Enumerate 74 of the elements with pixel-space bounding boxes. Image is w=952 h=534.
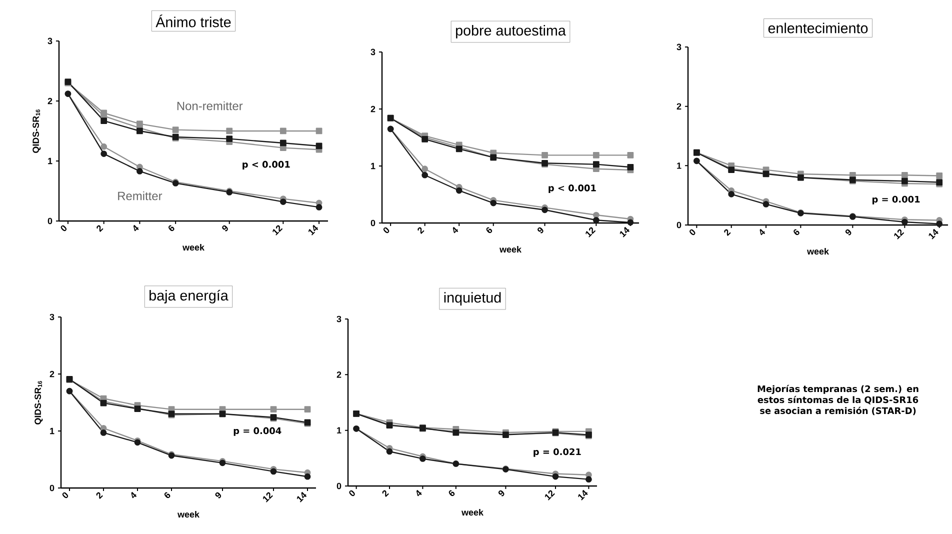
x-tick-label: 2 [96,225,104,232]
x-axis-title: week [462,508,484,516]
y-tick-label: 2 [48,98,52,104]
text: Mejorías tempranas (2 sem.) en estos síntomas de la QIDS-SR16 se asocian a remisión (STAR-D) [758,384,918,416]
y-axis-title: QIDS-SR$_{16}$ [32,109,41,153]
y-tick-label: 3 [676,44,682,50]
chart-title: baja energía [150,290,228,304]
x-axis-title: week [500,246,522,253]
x-tick-label: 9 [215,492,222,498]
annotation: p = 0.021 [534,448,581,457]
x-tick-label: 14 [578,490,588,500]
x-tick-label: 14 [296,492,307,502]
x-tick-label: 6 [164,492,170,498]
x-tick-label: 0 [60,225,67,232]
x-tick-label: 9 [538,227,544,234]
x-tick-label: 0 [62,492,68,498]
x-tick-label: 4 [131,492,137,498]
y-tick-label: 3 [336,316,342,322]
x-tick-label: 12 [894,229,904,240]
x-tick-label: 2 [724,229,731,236]
y-axis-title: QIDS-SR$_{16}$ [34,380,43,424]
x-tick-label: 9 [845,229,852,236]
x-tick-label: 6 [794,229,800,236]
y-tick-label: 2 [676,103,682,110]
chart-title: inquietud [444,292,501,306]
x-tick-label: 12 [262,492,273,502]
annotation: Remitter [118,191,162,200]
y-tick-label: 1 [48,158,52,164]
y-tick-label: 1 [50,428,54,434]
x-tick-label: 0 [690,229,696,236]
x-axis-title: week [807,248,829,255]
x-axis-title: week [178,510,200,518]
x-tick-label: 4 [133,224,139,232]
y-tick-label: 0 [370,220,376,226]
x-tick-label: 2 [96,492,103,499]
x-tick-label: 14 [308,224,318,236]
chart-title: enlentecimiento [768,22,868,34]
x-tick-label: 14 [620,226,630,238]
chart-title: pobre autoestima [456,25,566,38]
x-tick-label: 4 [452,226,458,234]
annotation: Non-remitter [177,101,243,110]
x-tick-label: 4 [760,228,766,236]
y-tick-label: 3 [50,314,54,320]
annotation: p = 0.001 [872,196,920,204]
x-tick-label: 6 [486,227,492,234]
x-tick-label: 4 [416,490,422,496]
annotation: p = 0.004 [234,427,282,436]
x-tick-label: 12 [586,227,596,238]
y-tick-label: 0 [50,484,54,492]
x-tick-label: 6 [168,225,174,232]
y-tick-label: 0 [48,218,52,224]
x-tick-label: 2 [418,227,424,234]
y-tick-label: 0 [336,482,342,490]
y-tick-label: 3 [370,48,376,56]
y-tick-label: 1 [371,162,376,170]
x-tick-label: 14 [928,228,938,240]
annotation: p < 0.001 [242,160,290,170]
x-tick-label: 6 [448,490,455,496]
x-tick-label: 12 [272,225,283,236]
y-tick-label: 2 [370,106,376,112]
x-tick-label: 12 [544,490,555,500]
chart-title: Ánimo triste [156,14,231,28]
y-tick-label: 1 [337,427,342,434]
y-tick-label: 1 [677,162,682,169]
y-tick-label: 2 [50,370,54,378]
annotation: p < 0.001 [548,184,596,194]
x-tick-label: 9 [498,490,504,496]
x-tick-label: 2 [382,490,389,497]
x-tick-label: 9 [222,225,228,232]
y-tick-label: 2 [336,372,342,378]
y-tick-label: 3 [48,38,52,44]
x-tick-label: 0 [383,227,390,234]
x-tick-label: 0 [349,490,355,496]
x-axis-title: week [182,244,204,251]
